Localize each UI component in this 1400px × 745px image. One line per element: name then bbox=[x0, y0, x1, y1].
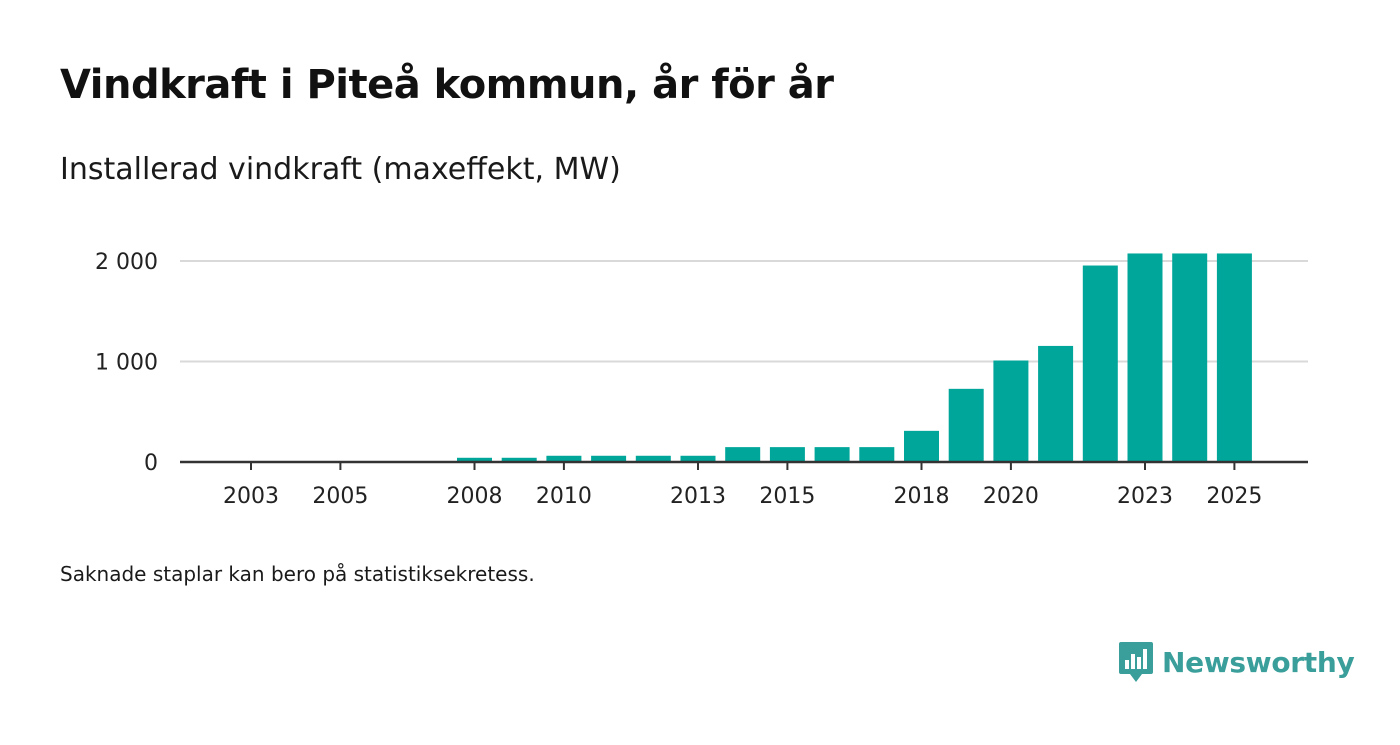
bar-2019 bbox=[948, 388, 984, 462]
y-tick-label: 1 000 bbox=[95, 351, 158, 376]
brand-name: Newsworthy bbox=[1162, 645, 1355, 679]
bar-2016 bbox=[814, 447, 850, 462]
bar-2018 bbox=[904, 430, 939, 462]
x-tick-label: 2025 bbox=[1206, 484, 1262, 509]
x-tick-label: 2023 bbox=[1117, 484, 1173, 509]
bar-2023 bbox=[1127, 253, 1163, 462]
bar-2013 bbox=[680, 455, 716, 462]
footnote: Saknade staplar kan bero på statistiksek… bbox=[60, 562, 535, 586]
x-tick-label: 2020 bbox=[983, 484, 1039, 509]
bar-2022 bbox=[1082, 265, 1118, 462]
bar-2020 bbox=[993, 360, 1029, 462]
bar-2008 bbox=[457, 457, 492, 462]
x-tick-label: 2013 bbox=[670, 484, 726, 509]
bar-2024 bbox=[1172, 253, 1208, 462]
bar-2015 bbox=[769, 447, 805, 462]
grid-lines bbox=[180, 260, 1308, 363]
y-axis-tick-labels: 0 1 000 2 000 bbox=[95, 250, 158, 476]
y-tick-label: 2 000 bbox=[95, 250, 158, 275]
x-tick-label: 2003 bbox=[223, 484, 279, 509]
x-axis-tick-labels: 2003 2005 2008 2010 2013 2015 2018 2020 2023 2025 bbox=[223, 484, 1262, 509]
newsworthy-logo-icon bbox=[1119, 642, 1153, 682]
chart-subtitle: Installerad vindkraft (maxeffekt, MW) bbox=[60, 152, 621, 187]
bar-2010 bbox=[546, 455, 582, 462]
bar-2017 bbox=[859, 447, 895, 462]
bar-2021 bbox=[1038, 345, 1074, 462]
bar-2009 bbox=[501, 457, 537, 462]
x-tick-label: 2008 bbox=[447, 484, 503, 509]
bar-2025 bbox=[1216, 253, 1252, 462]
bars bbox=[457, 253, 1252, 462]
bar-chart: 0 1 000 2 000 2003 2005 2008 2010 2013 2015 2018… bbox=[95, 250, 1308, 509]
bar-2014 bbox=[725, 447, 761, 462]
y-tick-label: 0 bbox=[144, 451, 158, 476]
x-tick-label: 2018 bbox=[894, 484, 950, 509]
x-axis bbox=[180, 460, 1308, 470]
x-tick-label: 2010 bbox=[536, 484, 592, 509]
chart-title: Vindkraft i Piteå kommun, år för år bbox=[60, 62, 834, 108]
brand-logo: Newsworthy bbox=[1118, 640, 1355, 684]
x-tick-label: 2005 bbox=[312, 484, 368, 509]
bar-2011 bbox=[591, 455, 627, 462]
x-tick-label: 2015 bbox=[759, 484, 815, 509]
bar-2012 bbox=[635, 455, 671, 462]
